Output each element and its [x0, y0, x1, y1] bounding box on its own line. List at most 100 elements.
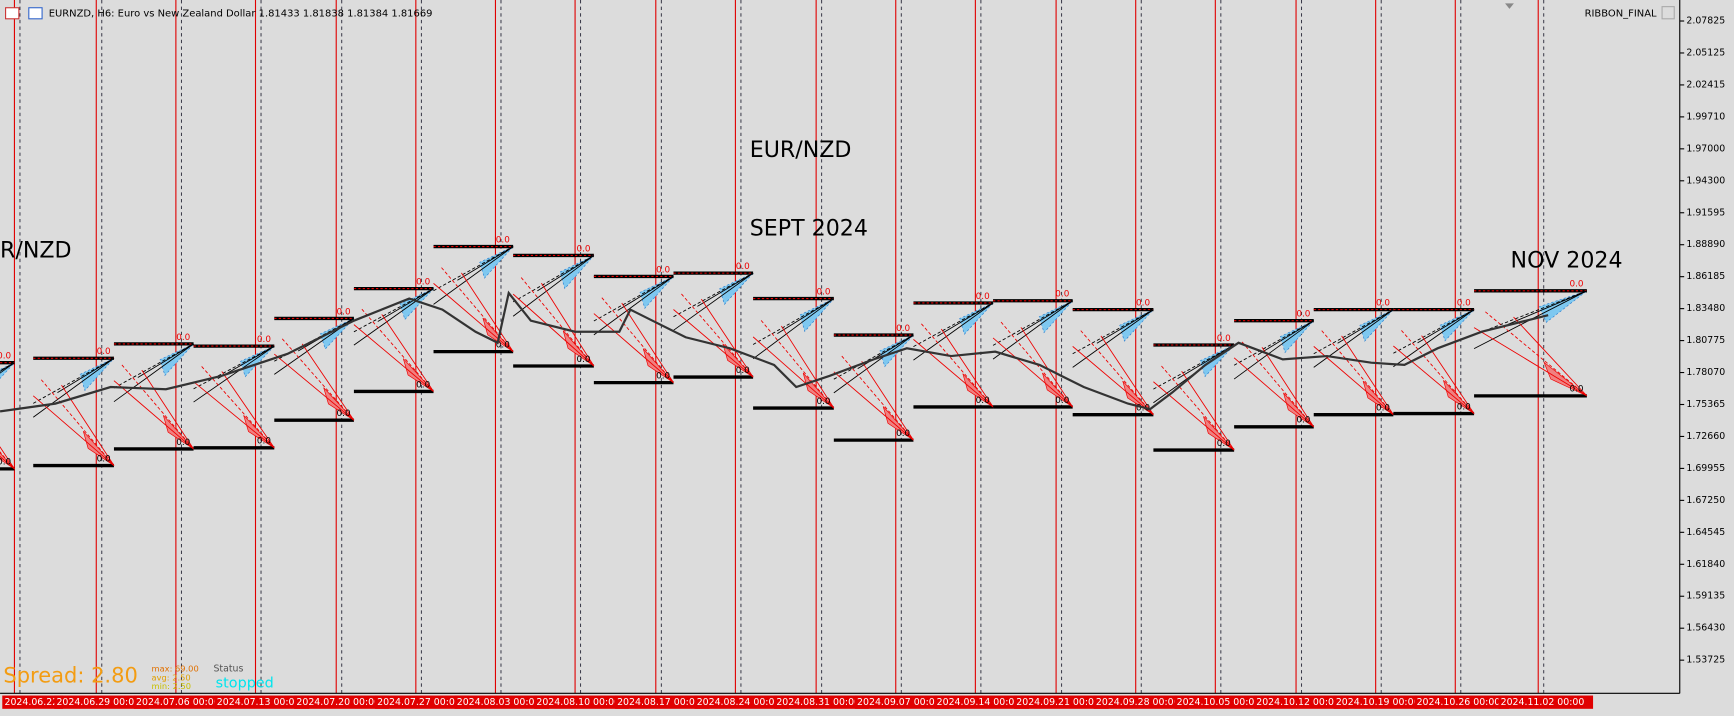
fan-down — [461, 272, 514, 352]
fan-down-fill — [323, 387, 355, 421]
fan-down — [1341, 335, 1394, 415]
fan-up-fill — [1359, 309, 1394, 342]
fan-down — [861, 361, 914, 441]
fan-down — [1020, 327, 1074, 408]
fan-down — [40, 379, 115, 466]
fib-label: 0.0 — [257, 335, 271, 345]
fan-down — [1080, 330, 1154, 415]
fan-up — [617, 276, 674, 311]
fan-down — [0, 455, 15, 470]
annotation: R/NZD — [0, 238, 72, 264]
price-label: 1.56430 — [1686, 623, 1725, 634]
fan-down — [1233, 357, 1315, 428]
date-bg — [534, 695, 629, 709]
date-bg — [1014, 695, 1109, 709]
fan-up-fill — [639, 276, 674, 309]
spread: Spread: 2.80 — [3, 663, 137, 688]
fib-label: 0.0 — [736, 262, 750, 272]
fib-label: 0.0 — [656, 265, 670, 275]
date-label: 2024.06.29 00:00 — [56, 697, 140, 708]
annotation: SEPT 2024 — [750, 215, 868, 241]
fib-label: 0.0 — [416, 380, 430, 390]
price-label: 1.67250 — [1686, 495, 1725, 506]
date-label: 2024.10.19 00:00 — [1336, 697, 1420, 708]
fan-up — [0, 362, 15, 372]
shift-marker — [1505, 3, 1514, 9]
fan-up-fill — [719, 272, 754, 305]
symbol-info: EURNZD, H6: Euro vs New Zealand Dollar 1… — [49, 8, 433, 19]
date-bg — [1414, 695, 1510, 709]
indicator-icon[interactable] — [1661, 6, 1675, 20]
fib-label: 0.0 — [176, 333, 190, 343]
fan-up — [1507, 290, 1588, 325]
fan-up — [1313, 309, 1394, 355]
fan-down-fill — [482, 317, 514, 352]
annotation: NOV 2024 — [1511, 247, 1623, 273]
fib-label: 0.0 — [1376, 404, 1390, 414]
date-bg — [1498, 695, 1594, 709]
fib-label: 0.0 — [656, 371, 670, 381]
price-label: 1.59135 — [1686, 591, 1725, 602]
fan-down — [621, 302, 674, 383]
fan-down — [1513, 316, 1588, 397]
date-label: 2024.11.02 00:00 — [1501, 697, 1585, 708]
fib-label: 0.0 — [816, 397, 830, 407]
fan-down — [940, 328, 994, 408]
fan-up — [1016, 300, 1073, 336]
fib-label: 0.0 — [257, 437, 271, 447]
fib-label: 0.0 — [896, 324, 910, 334]
fan-up-fill — [1439, 309, 1475, 342]
date-label: 2024.10.12 00:00 — [1256, 697, 1340, 708]
fan-up — [353, 288, 434, 333]
fan-down-fill — [402, 358, 434, 392]
spread-max: max: 69.00 — [152, 664, 199, 674]
price-label: 1.97000 — [1686, 143, 1725, 154]
fan-down-fill — [243, 415, 275, 449]
chart-icon[interactable] — [28, 7, 43, 20]
fib-label: 0.0 — [176, 438, 190, 448]
fan-up — [673, 272, 754, 318]
fan-up-fill — [1199, 344, 1235, 378]
fan-down — [121, 364, 194, 450]
fan-up — [752, 298, 835, 345]
fan-up — [33, 357, 115, 404]
fan-down-fill — [162, 415, 194, 450]
fib-fan: 0.0 0.0 — [992, 290, 1074, 409]
fib-label: 0.0 — [1457, 402, 1471, 412]
fan-down — [921, 323, 994, 408]
fan-up — [913, 302, 994, 348]
fan-down-fill — [882, 406, 914, 441]
fan-up — [1177, 344, 1235, 380]
fan-up — [937, 302, 994, 337]
fan-down — [353, 324, 434, 392]
fan-down — [1100, 335, 1154, 415]
fib-label: 0.0 — [1217, 439, 1231, 449]
fan-down — [361, 308, 434, 392]
fib-fan: 0.0 0.0 — [0, 352, 15, 471]
fan-down — [1161, 365, 1235, 451]
fan-down — [1313, 346, 1394, 416]
fib-label: 0.0 — [97, 454, 111, 464]
fan-down — [512, 293, 595, 367]
fan-down-fill — [1283, 392, 1314, 428]
fib-label: 0.0 — [736, 366, 750, 376]
fan-down — [1072, 346, 1154, 416]
menu-icon[interactable] — [5, 7, 20, 20]
price-label: 1.91595 — [1686, 207, 1725, 218]
fan-down-fill — [962, 373, 994, 408]
fan-up — [857, 334, 914, 370]
price-label: 1.86185 — [1686, 271, 1725, 282]
fan-down — [381, 314, 434, 392]
fib-label: 0.0 — [496, 235, 510, 245]
date-bg — [454, 695, 550, 709]
price-label: 1.78070 — [1686, 367, 1725, 378]
fib-fan: 0.0 0.0 — [593, 265, 674, 385]
date-label: 2024.08.31 00:00 — [776, 697, 860, 708]
fan-up-fill — [959, 302, 994, 335]
fan-up — [457, 246, 514, 281]
fib-label: 0.0 — [0, 352, 11, 362]
fan-down — [601, 297, 674, 383]
indicator-name: RIBBON_FINAL — [1585, 8, 1657, 19]
fib-label: 0.0 — [1376, 298, 1390, 308]
fan-down — [1153, 381, 1235, 451]
